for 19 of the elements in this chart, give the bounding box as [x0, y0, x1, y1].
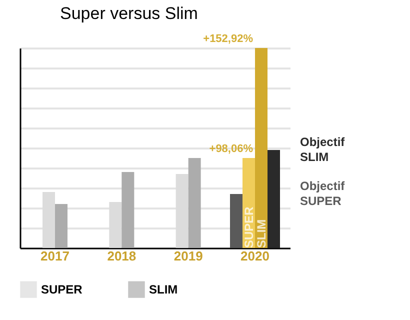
text: SLIM	[254, 219, 268, 248]
x-tick-label: 2019	[174, 248, 203, 264]
bar	[122, 172, 134, 248]
text: Objectif SUPER	[300, 179, 346, 208]
annotation: +98,06%	[209, 143, 254, 155]
legend-label: SUPER	[41, 282, 83, 297]
series-label: Objectif SLIM	[300, 135, 346, 164]
x-tick-label: 2017	[40, 248, 70, 264]
legend-label: SLIM	[149, 282, 178, 297]
bar	[188, 158, 201, 248]
chart-title: Super versus Slim	[60, 4, 198, 23]
bar	[255, 48, 268, 248]
bar	[55, 204, 68, 248]
annotation: +152,92%	[203, 33, 254, 45]
x-tick-label: 2018	[107, 248, 136, 264]
text: SUPER	[242, 206, 256, 248]
x-tick-label: 2020	[240, 248, 270, 264]
bar	[268, 150, 280, 248]
bar	[230, 194, 242, 248]
